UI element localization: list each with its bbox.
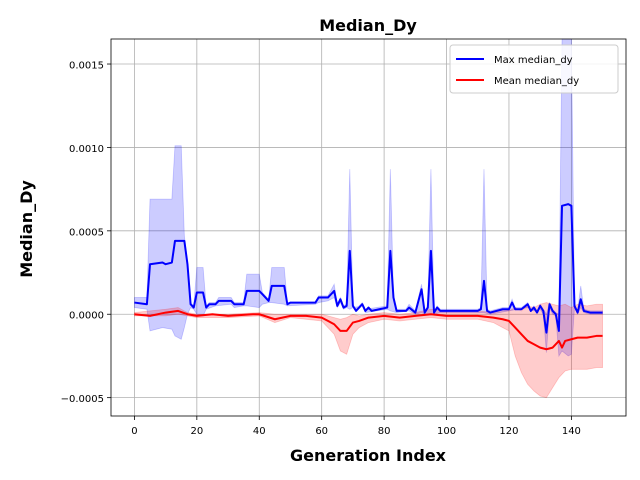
y-axis-ticks: −0.0005 0.0000 0.0005 0.0010 0.0015: [61, 61, 111, 405]
chart-title: Median_Dy: [319, 16, 417, 35]
y-tick-label: 0.0015: [69, 61, 104, 72]
x-tick-label: 20: [190, 426, 203, 437]
x-tick-label: 0: [131, 426, 137, 437]
x-tick-label: 40: [253, 426, 266, 437]
legend-box: [449, 44, 619, 94]
y-tick-label: 0.0005: [69, 227, 104, 238]
y-tick-label: 0.0010: [69, 144, 104, 155]
legend-label-mean: Mean median_dy: [494, 76, 579, 87]
legend-label-max: Max median_dy: [494, 55, 573, 66]
x-tick-label: 140: [562, 426, 581, 437]
x-axis-label: Generation Index: [290, 446, 447, 465]
series-lines: [134, 203, 603, 351]
x-tick-label: 80: [378, 426, 391, 437]
series-line-mean-median-dy: [134, 309, 603, 351]
series-line-max-median-dy: [134, 203, 603, 334]
x-tick-label: 100: [437, 426, 456, 437]
x-axis-ticks: 0 20 40 60 80 100 120 140: [131, 416, 581, 437]
legend: Max median_dy Mean median_dy: [449, 44, 619, 94]
y-tick-label: 0.0000: [69, 311, 104, 322]
plot-frame: [110, 38, 627, 417]
y-tick-label: −0.0005: [61, 394, 104, 405]
x-tick-label: 60: [315, 426, 328, 437]
x-tick-label: 120: [499, 426, 518, 437]
y-axis-label: Median_Dy: [17, 180, 36, 278]
